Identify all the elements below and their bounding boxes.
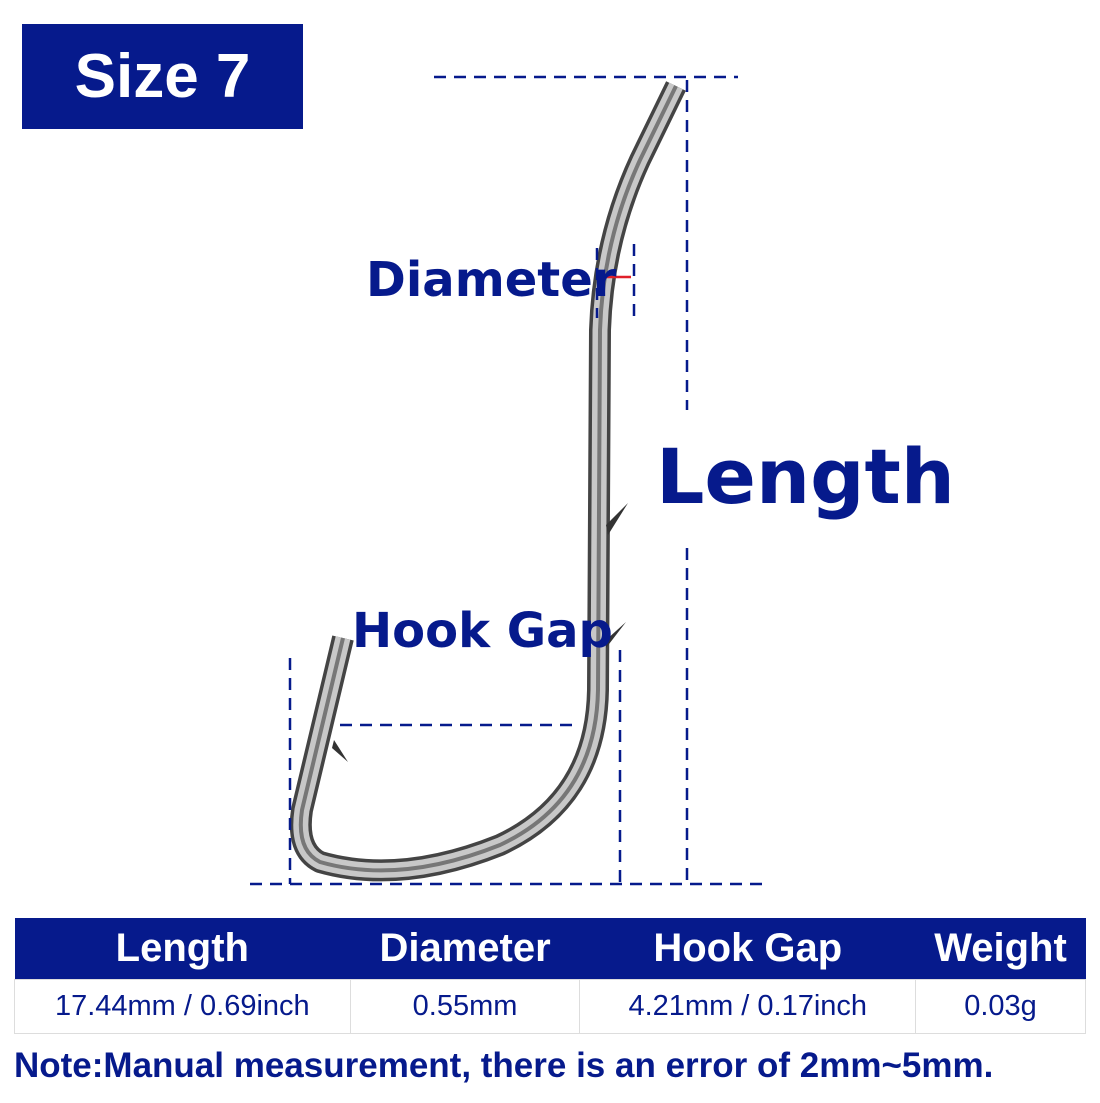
shank-barb-lower [606, 622, 626, 648]
table-row: 17.44mm / 0.69inch 0.55mm 4.21mm / 0.17i… [14, 979, 1086, 1034]
hook-gap-label: Hook Gap [352, 603, 613, 659]
hook-diagram [250, 75, 765, 886]
hook-image [289, 81, 686, 882]
spec-table: Length Diameter Hook Gap Weight 17.44mm … [14, 918, 1086, 1034]
size-badge: Size 7 [22, 24, 303, 129]
diameter-label: Diameter [366, 252, 617, 308]
dimension-lines [250, 75, 765, 886]
header-weight: Weight [915, 918, 1086, 980]
header-length: Length [14, 918, 351, 980]
value-length: 17.44mm / 0.69inch [14, 979, 351, 1034]
header-hook-gap: Hook Gap [579, 918, 916, 980]
length-label: Length [656, 432, 955, 521]
measurement-note: Note:Manual measurement, there is an err… [14, 1046, 994, 1085]
value-diameter: 0.55mm [349, 979, 581, 1034]
value-hook-gap: 4.21mm / 0.17inch [579, 979, 917, 1034]
table-header-row: Length Diameter Hook Gap Weight [14, 918, 1086, 980]
header-diameter: Diameter [350, 918, 580, 980]
barb [332, 740, 348, 762]
value-weight: 0.03g [915, 979, 1086, 1034]
shank-barb-upper [606, 503, 628, 535]
